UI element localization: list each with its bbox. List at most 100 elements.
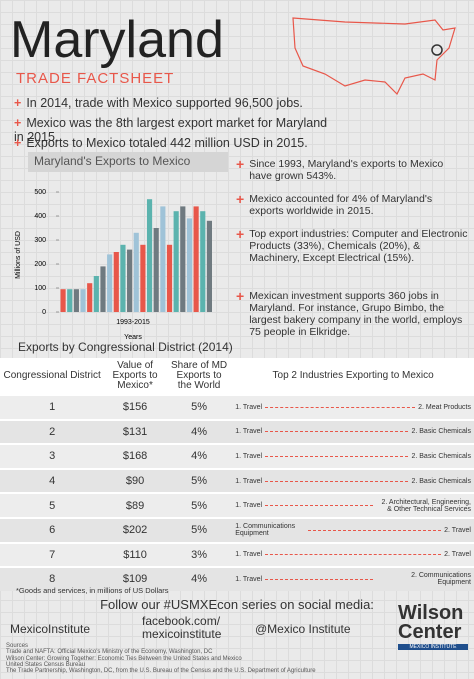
leader <box>265 455 409 457</box>
bar <box>180 206 186 312</box>
leader <box>265 505 373 507</box>
fact: + Mexico accounted for 4% of Maryland's e… <box>236 192 468 217</box>
cell: $156 <box>104 394 166 420</box>
source-line: Trade and NAFTA: Official Mexico's Minis… <box>6 649 213 656</box>
chart: Maryland's Exports to Mexico Millions of… <box>15 152 228 341</box>
logo-tagline: MEXICO INSTITUTE <box>398 644 468 650</box>
source-line: Sources <box>6 643 29 649</box>
cell: 5% <box>165 394 233 420</box>
industry-2: 2. Architectural, Engineering, & Other T… <box>381 498 472 513</box>
bar <box>73 289 79 312</box>
cell: 5% <box>165 516 233 543</box>
bar <box>186 218 193 312</box>
cell: 1 <box>0 394 105 420</box>
fact-text: Mexico accounted for 4% of Maryland's ex… <box>249 193 433 217</box>
title: Maryland <box>10 11 224 69</box>
bar <box>153 228 159 312</box>
key-point-text: In 2014, trade with Mexico supported 96,… <box>26 96 303 110</box>
subtitle: TRADE FACTSHEET <box>16 70 175 87</box>
industry-2: 2. Basic Chemicals <box>411 477 471 485</box>
cell: 4% <box>165 566 233 591</box>
cell: 6 <box>0 516 105 543</box>
cell: $131 <box>104 418 166 445</box>
source-line: United States Census Bureau <box>6 661 86 668</box>
industry-1: 1. Travel <box>235 575 263 583</box>
industry-1: 1. Travel <box>235 551 263 559</box>
social-instagram[interactable]: MexicoInstitute <box>10 622 91 636</box>
cell: 5% <box>165 467 233 494</box>
bar <box>120 244 126 312</box>
key-point-text: Exports to Mexico totaled 442 million US… <box>26 136 308 150</box>
fact-text: Since 1993, Maryland's exports to Mexico… <box>249 158 444 182</box>
social-facebook[interactable]: facebook.com/ mexicoinstitute <box>142 614 222 641</box>
cell: $109 <box>104 566 166 591</box>
x-axis-title: Years <box>124 334 142 341</box>
fact-text: Mexican investment supports 360 jobs in … <box>249 290 463 338</box>
industries: 1. Travel 2. Meat Products <box>235 404 471 411</box>
fact-text: Top export industries: Computer and Elec… <box>249 228 468 264</box>
bar <box>113 252 119 312</box>
industry-2: 2. Travel <box>444 551 471 559</box>
industries: 1. Travel 2. Travel <box>235 551 471 558</box>
fact: + Top export industries: Computer and Ele… <box>236 226 468 264</box>
cell: 7 <box>0 541 105 568</box>
y-tick-label: 0 <box>42 309 46 316</box>
industry-1: 1. Travel <box>235 403 263 411</box>
table: Congressional District Value of Exports t… <box>0 358 474 591</box>
column-header: Share of MD Exports to the World <box>165 358 233 395</box>
cell: 5% <box>165 492 233 518</box>
y-tick-label: 500 <box>34 189 46 196</box>
cell: 4 <box>0 467 105 494</box>
source-line: Wilson Center: Growing Together: Economi… <box>6 655 242 662</box>
cell: 8 <box>0 566 105 591</box>
key-point: + Mexico was the 8th largest export marke… <box>14 116 328 144</box>
industries: 1. Travel 2. Basic Chemicals <box>235 453 471 460</box>
bar <box>67 289 73 312</box>
bar <box>127 249 133 312</box>
bar <box>93 276 99 312</box>
column-header: Top 2 Industries Exporting to Mexico <box>232 358 474 395</box>
cell: 2 <box>0 418 105 445</box>
industry-2: 2. Basic Chemicals <box>411 428 471 436</box>
bar <box>193 206 199 312</box>
follow-text: Follow our #USMXEcon series on social me… <box>100 597 374 612</box>
industry-1: 1. Communications Equipment <box>235 523 296 538</box>
fact: + Since 1993, Maryland's exports to Mexic… <box>236 157 468 182</box>
bar <box>133 232 139 312</box>
bar <box>140 244 146 312</box>
industries: 1. Communications Equipment 2. Travel <box>235 523 471 537</box>
bar <box>107 254 113 312</box>
industry-1: 1. Travel <box>235 477 263 485</box>
industries: 1. Travel 2. Basic Chemicals <box>235 428 471 435</box>
chart-title: Maryland's Exports to Mexico <box>34 154 191 168</box>
fact: + Mexican investment supports 360 jobs in… <box>236 289 468 338</box>
leader <box>265 431 409 433</box>
industries: 1. Travel 2. Communications Equipment <box>235 572 471 586</box>
key-point: + Exports to Mexico totaled 442 million U… <box>14 136 308 150</box>
y-tick-label: 300 <box>34 237 46 244</box>
cell: $89 <box>104 492 166 518</box>
leader <box>265 406 416 408</box>
cell: $202 <box>104 516 166 543</box>
industries: 1. Travel 2. Basic Chemicals <box>235 478 471 485</box>
key-point: + In 2014, trade with Mexico supported 96… <box>14 96 303 110</box>
y-tick-label: 100 <box>34 285 46 292</box>
bar <box>87 283 93 312</box>
column-header: Value of Exports to Mexico* <box>104 358 166 395</box>
leader <box>265 480 409 482</box>
footnote: *Goods and services, in millions of US D… <box>16 586 169 595</box>
cell: $168 <box>104 443 166 469</box>
leader <box>265 554 442 556</box>
cell: 5 <box>0 492 105 518</box>
logo-name: Wilson Center <box>398 602 464 643</box>
social-twitter[interactable]: @Mexico Institute <box>255 622 351 636</box>
y-tick-label: 200 <box>34 261 46 268</box>
x-label: 1993-2015 <box>116 319 150 326</box>
bar <box>166 244 173 312</box>
industries: 1. Travel 2. Architectural, Engineering, … <box>235 499 471 513</box>
industry-2: 2. Travel <box>444 526 471 534</box>
cell: $90 <box>104 467 166 494</box>
cell: 4% <box>165 418 233 445</box>
cell: 3 <box>0 443 105 469</box>
